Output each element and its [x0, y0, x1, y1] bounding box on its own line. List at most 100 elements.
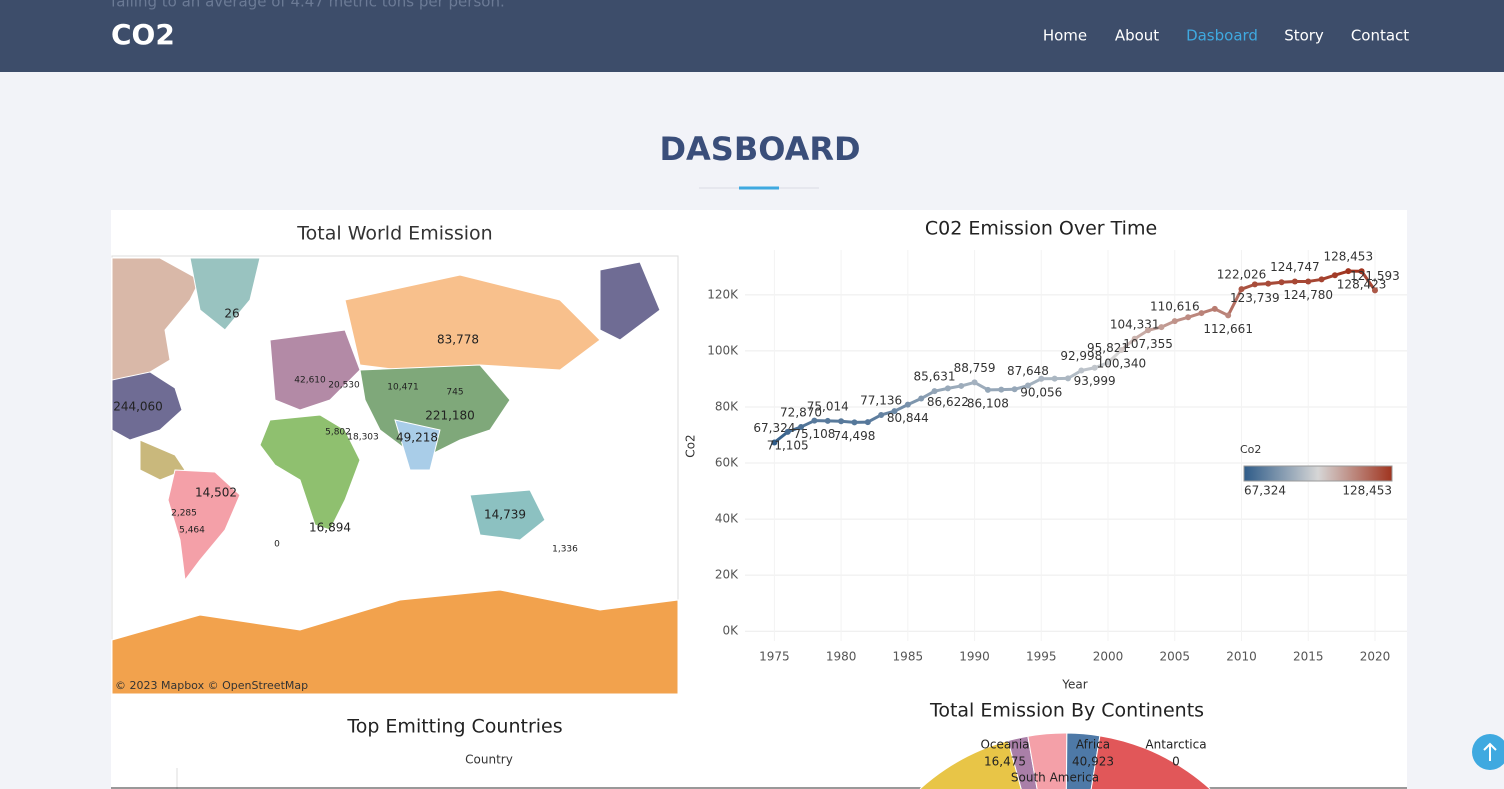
legend-max: 128,453 [1342, 484, 1392, 498]
logo[interactable]: CO2 [111, 18, 175, 51]
x-tick-label: 2005 [1159, 650, 1190, 664]
map-region [189, 257, 261, 331]
y-tick-label: 120K [707, 287, 739, 301]
y-axis-title: Co2 [684, 434, 698, 457]
data-label: 92,998 [1060, 349, 1102, 363]
data-label: 110,616 [1150, 300, 1200, 314]
map-label: 5,464 [179, 526, 205, 536]
data-point [1291, 278, 1298, 285]
data-point [1345, 268, 1352, 275]
data-point [1091, 364, 1098, 371]
data-point [1171, 318, 1178, 325]
y-tick-label: 0K [722, 624, 739, 638]
data-label: 107,355 [1123, 337, 1173, 351]
header-bar [0, 0, 1504, 72]
section-title: DASBOARD [659, 130, 860, 168]
x-tick-label: 2010 [1226, 650, 1257, 664]
data-point [1185, 314, 1192, 321]
y-tick-label: 60K [715, 456, 739, 470]
data-point [838, 418, 845, 425]
map-region [359, 364, 511, 461]
data-point [1198, 310, 1205, 317]
pie-title: Total Emission By Continents [929, 700, 1204, 722]
map-label: 18,303 [347, 433, 379, 443]
data-label: 87,648 [1007, 364, 1049, 378]
data-label: 85,631 [914, 370, 956, 384]
nav-link[interactable]: Dasboard [1186, 27, 1258, 45]
slice-label: South America [1011, 771, 1099, 785]
data-point [1145, 327, 1152, 334]
pie-slice [1090, 735, 1211, 789]
data-point [1251, 281, 1258, 288]
line-segment [1226, 288, 1243, 317]
data-label: 104,331 [1110, 317, 1160, 331]
slice-label: Oceania [980, 738, 1029, 752]
scroll-top-icon [1483, 742, 1497, 761]
legend-title: Co2 [1240, 443, 1261, 456]
data-point [984, 386, 991, 393]
nav-link[interactable]: About [1115, 27, 1159, 45]
nav-link[interactable]: Contact [1351, 27, 1409, 45]
legend-min: 67,324 [1244, 484, 1286, 498]
map-label: 745 [446, 388, 463, 398]
data-label: 86,108 [967, 396, 1009, 410]
data-point [1278, 279, 1285, 286]
map-label: 2,285 [171, 509, 197, 519]
map-label: 83,778 [437, 333, 479, 347]
data-label: 72,870 [780, 405, 822, 419]
data-point [1105, 359, 1112, 366]
data-label: 100,340 [1097, 356, 1147, 370]
legend-ramp [1243, 465, 1393, 482]
data-point [918, 395, 925, 402]
map-label: 14,739 [484, 508, 526, 522]
map-region [269, 329, 361, 411]
x-tick-label: 1985 [893, 650, 924, 664]
data-point [851, 419, 858, 426]
map-title: Total World Emission [296, 223, 492, 245]
data-label: 77,136 [860, 393, 902, 407]
x-tick-label: 1990 [959, 650, 990, 664]
data-point [878, 411, 885, 418]
map-region [139, 439, 186, 481]
y-tick-label: 80K [715, 399, 739, 413]
map-region [469, 489, 546, 541]
data-point [1078, 367, 1085, 374]
pie-slice [919, 740, 1022, 789]
data-label: 75,108 [793, 427, 835, 441]
data-point [1318, 276, 1325, 283]
map-region [394, 419, 441, 471]
slice-value: 0 [1172, 755, 1180, 769]
x-tick-label: 2015 [1293, 650, 1324, 664]
data-point [931, 388, 938, 395]
map: 26 83,778 244,060 221,180 49,218 14,502 16,894… [111, 257, 679, 695]
map-label: 244,060 [113, 400, 163, 414]
data-point [1211, 305, 1218, 312]
data-label: 86,622 [927, 395, 969, 409]
data-point [811, 417, 818, 424]
data-point [771, 439, 778, 446]
scroll-top-button[interactable] [1472, 734, 1504, 770]
data-label: 121,593 [1350, 269, 1400, 283]
data-point [1158, 324, 1165, 331]
column-header: Country [465, 753, 513, 767]
data-point [1238, 286, 1245, 293]
map-label: 5,802 [325, 428, 351, 438]
data-point [1051, 375, 1058, 382]
map-label: 10,471 [387, 383, 419, 393]
data-point [1358, 268, 1365, 275]
map-label: 1,336 [552, 545, 578, 555]
data-point [904, 401, 911, 408]
x-axis-title: Year [1061, 678, 1087, 692]
data-point [1024, 382, 1031, 389]
data-label: 124,780 [1283, 288, 1333, 302]
nav-link[interactable]: Story [1284, 27, 1324, 45]
data-label: 71,105 [767, 438, 809, 452]
data-point [798, 423, 805, 430]
nav-link[interactable]: Home [1043, 27, 1087, 45]
map-label: 0 [274, 540, 280, 550]
data-point [1131, 335, 1138, 342]
pie [919, 732, 1211, 789]
data-label: 93,999 [1074, 374, 1116, 388]
